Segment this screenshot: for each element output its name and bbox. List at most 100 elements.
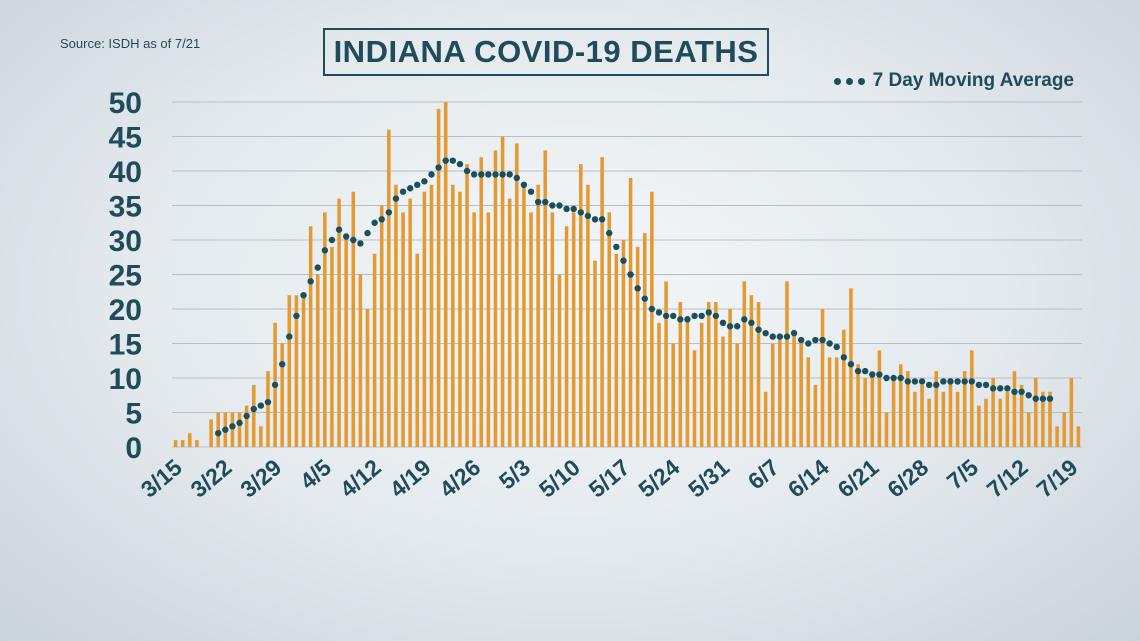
average-point <box>613 243 620 251</box>
y-tick-label: 35 <box>109 191 142 224</box>
average-point <box>350 236 357 244</box>
bar <box>515 143 519 447</box>
bar <box>1034 378 1038 447</box>
bar <box>493 150 498 448</box>
average-point <box>805 340 812 347</box>
average-point <box>1046 395 1054 402</box>
average-point <box>406 185 414 192</box>
bar <box>970 350 974 447</box>
average-point <box>989 385 997 392</box>
bar <box>529 212 533 447</box>
bar <box>614 253 619 447</box>
bar <box>344 233 348 447</box>
average-point <box>705 309 712 316</box>
average-point <box>783 333 791 340</box>
average-point <box>307 278 314 285</box>
legend: 7 Day Moving Average <box>833 70 1074 92</box>
average-point <box>819 336 826 344</box>
bar <box>259 426 263 447</box>
bar <box>778 336 782 447</box>
average-point <box>598 216 606 223</box>
average-point <box>748 319 755 326</box>
bar <box>230 412 235 447</box>
bar <box>920 384 924 447</box>
bar <box>607 212 612 447</box>
average-point <box>286 333 293 340</box>
average-point <box>641 295 648 302</box>
average-point <box>371 219 378 226</box>
average-point <box>698 312 705 320</box>
average-point <box>755 326 762 333</box>
bar <box>650 191 654 447</box>
average-point <box>776 333 784 340</box>
bar <box>842 329 846 447</box>
bar <box>472 212 476 447</box>
average-point <box>691 312 698 320</box>
average-point <box>271 381 279 389</box>
average-point <box>456 160 464 168</box>
bar <box>543 150 548 448</box>
average-point <box>520 181 528 188</box>
bar <box>806 357 811 447</box>
average-point <box>236 419 243 427</box>
bar <box>1076 426 1081 447</box>
bar <box>678 302 683 447</box>
average-point <box>591 216 599 223</box>
bar <box>657 322 661 447</box>
bar <box>1005 391 1010 447</box>
legend-dots-icon <box>833 77 865 85</box>
bar <box>927 398 931 447</box>
average-point <box>741 316 748 323</box>
bar <box>557 274 562 447</box>
average-point <box>421 178 428 185</box>
average-point <box>883 374 890 382</box>
average-point <box>961 378 968 385</box>
bar <box>685 315 690 447</box>
bar <box>507 198 512 447</box>
x-tick-label: 3/29 <box>235 454 286 503</box>
bar <box>287 295 292 447</box>
average-point <box>826 340 833 347</box>
x-tick-label: 6/14 <box>783 454 834 503</box>
average-point <box>648 305 656 313</box>
bar <box>877 350 882 447</box>
average-point <box>662 312 670 320</box>
bar <box>308 226 313 447</box>
bar <box>330 246 334 447</box>
bar <box>173 440 178 447</box>
average-point <box>1011 388 1018 395</box>
bar <box>1062 412 1067 447</box>
bar <box>365 309 370 447</box>
average-point <box>869 371 876 378</box>
average-point <box>229 423 236 430</box>
y-tick-label: 45 <box>109 122 142 155</box>
average-point <box>215 430 222 437</box>
average-point <box>449 157 457 164</box>
bar <box>628 177 633 447</box>
bar <box>358 274 363 447</box>
bar <box>394 184 398 448</box>
bar <box>863 378 867 447</box>
bar <box>763 391 768 447</box>
average-point <box>435 164 442 171</box>
average-point <box>975 381 983 389</box>
x-tick-label: 3/22 <box>186 454 237 503</box>
average-point <box>470 171 478 178</box>
average-point <box>549 202 556 209</box>
average-point <box>762 329 769 337</box>
bar <box>635 246 640 447</box>
average-point <box>392 195 400 202</box>
average-point <box>670 312 677 320</box>
average-point <box>414 181 421 188</box>
bars <box>173 102 1081 448</box>
average-point <box>982 381 990 389</box>
bar <box>1019 384 1024 447</box>
average-point <box>321 247 329 254</box>
average-point <box>933 381 940 389</box>
bar <box>991 378 995 447</box>
y-tick-label: 5 <box>125 398 142 431</box>
bar <box>692 350 697 447</box>
bar <box>998 398 1003 447</box>
average-point <box>293 312 300 320</box>
